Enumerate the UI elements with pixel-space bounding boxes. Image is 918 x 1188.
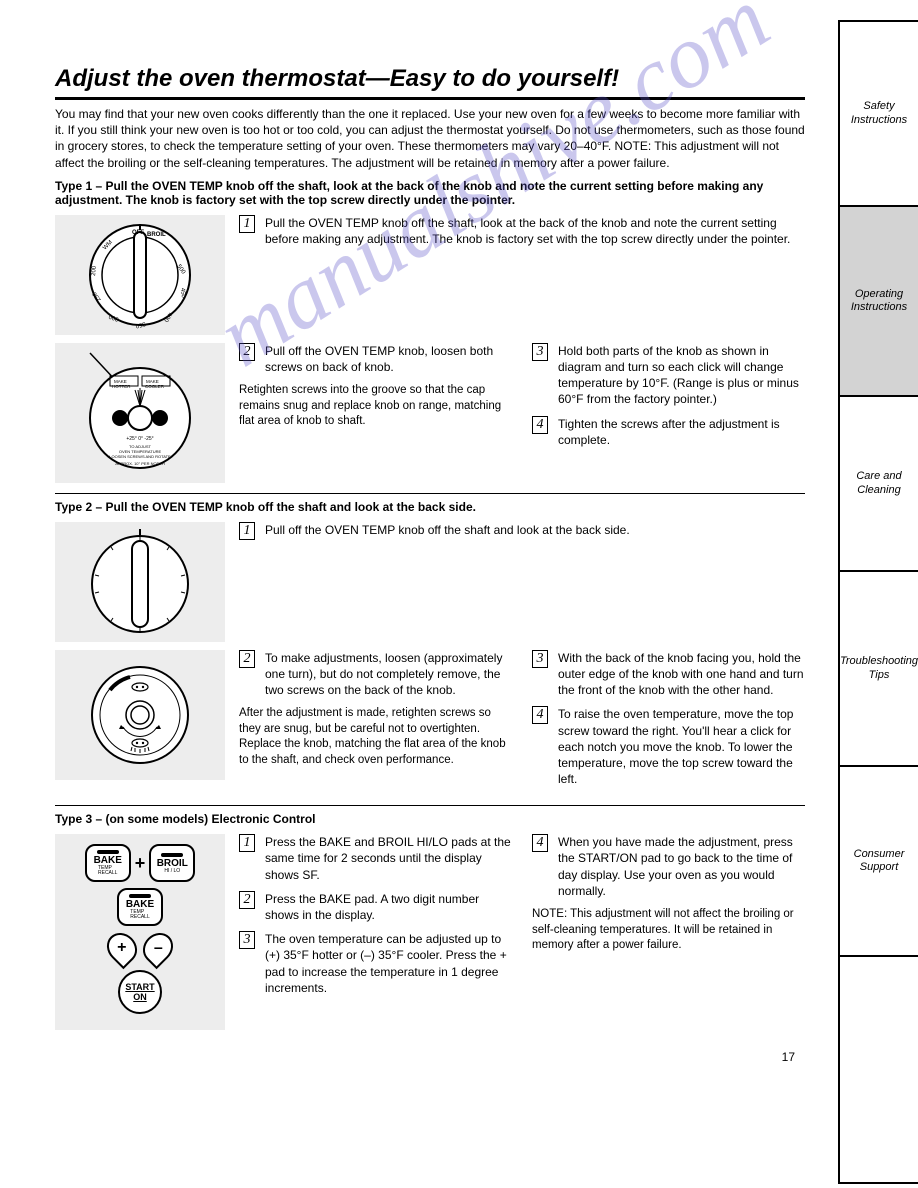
intro-paragraph: You may find that your new oven cooks di… (55, 106, 805, 171)
title-rule (55, 97, 805, 100)
sidebar-tab: Consumer Support (840, 767, 918, 957)
bake-pad-icon: BAKE TEMP RECALL (85, 844, 131, 882)
svg-text:200: 200 (91, 265, 98, 276)
section-divider (55, 805, 805, 806)
svg-text:OFF: OFF (132, 230, 144, 236)
sidebar-tab: Operating Instructions (840, 207, 918, 397)
oven-knob-front-icon: OFF BROIL 500 450 400 350 300 250 200 WM (85, 220, 195, 330)
svg-text:COOLER: COOLER (145, 384, 165, 389)
page-title: Adjust the oven thermostat—Easy to do yo… (55, 65, 805, 93)
sec2-note: After the adjustment is made, retighten … (239, 706, 512, 768)
sec2-step3: With the back of the knob facing you, ho… (558, 650, 805, 699)
step-number: 4 (532, 834, 548, 852)
knob-type2-front (55, 522, 225, 642)
sec3-note: NOTE: This adjustment will not affect th… (532, 907, 805, 954)
sidebar-tab (840, 957, 918, 1182)
step-number: 2 (239, 650, 255, 668)
bake-sublabel: TEMP RECALL (98, 866, 117, 876)
oven-knob-back-icon: MAKE HOTTER MAKE COOLER +25° 0° -25° TO … (80, 348, 200, 478)
knob-type1-back: MAKE HOTTER MAKE COOLER +25° 0° -25° TO … (55, 343, 225, 483)
step-number: 3 (532, 343, 548, 361)
sidebar-tab: Care and Cleaning (840, 397, 918, 572)
control-pads-illustration: BAKE TEMP RECALL + BROIL HI / LO BAKE TE… (55, 834, 225, 1030)
step-number: 1 (239, 215, 255, 233)
on-label: ON (133, 992, 147, 1002)
sec3-step4: When you have made the adjustment, press… (558, 834, 805, 899)
sec1-step3: Hold both parts of the knob as shown in … (558, 343, 805, 408)
broil-sublabel: HI / LO (164, 869, 180, 874)
side-tabs: Safety InstructionsOperating Instruction… (838, 20, 918, 1184)
section1-head: Type 1 – Pull the OVEN TEMP knob off the… (55, 179, 805, 207)
section3-head: Type 3 – (on some models) Electronic Con… (55, 812, 805, 826)
minus-pad-icon: – (137, 927, 179, 969)
sidebar-tab: Safety Instructions (840, 22, 918, 207)
plain-knob-front-icon (85, 527, 195, 637)
page-number: 17 (55, 1050, 805, 1064)
sec1-step2: Pull off the OVEN TEMP knob, loosen both… (265, 343, 512, 375)
section-divider (55, 493, 805, 494)
minus-glyph: – (154, 939, 163, 957)
start-label: START (125, 982, 154, 992)
step-number: 4 (532, 416, 548, 434)
plain-knob-back-icon (85, 655, 195, 775)
svg-text:APPROX. 10° PER NOTCH: APPROX. 10° PER NOTCH (115, 461, 165, 466)
sec3-step3: The oven temperature can be adjusted up … (265, 931, 512, 996)
sec3-step1: Press the BAKE and BROIL HI/LO pads at t… (265, 834, 512, 883)
start-on-pad-icon: START ON (118, 970, 162, 1014)
sec3-step2: Press the BAKE pad. A two digit number s… (265, 891, 512, 923)
broil-pad-icon: BROIL HI / LO (149, 844, 195, 882)
step-number: 3 (239, 931, 255, 949)
svg-text:+25° 0° -25°: +25° 0° -25° (126, 436, 153, 442)
step-number: 3 (532, 650, 548, 668)
sec1-note: Retighten screws into the groove so that… (239, 383, 512, 430)
step-number: 4 (532, 706, 548, 724)
svg-text:LOOSEN SCREWS AND ROTATE: LOOSEN SCREWS AND ROTATE (109, 454, 171, 459)
svg-text:BROIL: BROIL (147, 232, 166, 238)
knob-type2-back (55, 650, 225, 780)
svg-text:450: 450 (179, 287, 186, 298)
sec2-step2: To make adjustments, loosen (approximate… (265, 650, 512, 699)
sec1-step1: Pull the OVEN TEMP knob off the shaft, l… (265, 215, 805, 247)
sec2-step1: Pull off the OVEN TEMP knob off the shaf… (265, 522, 805, 540)
step-number: 2 (239, 891, 255, 909)
step-number: 1 (239, 834, 255, 852)
sidebar-tab: Troubleshooting Tips (840, 572, 918, 767)
svg-text:HOTTER: HOTTER (112, 384, 131, 389)
plus-separator: + (135, 853, 146, 874)
bake-pad-icon-2: BAKE TEMP RECALL (117, 888, 163, 926)
step-number: 1 (239, 522, 255, 540)
plus-pad-icon: + (101, 927, 143, 969)
knob-type1-front: OFF BROIL 500 450 400 350 300 250 200 WM (55, 215, 225, 335)
sec1-step4: Tighten the screws after the adjustment … (558, 416, 805, 448)
sec2-step4: To raise the oven temperature, move the … (558, 706, 805, 787)
section2-head: Type 2 – Pull the OVEN TEMP knob off the… (55, 500, 805, 514)
step-number: 2 (239, 343, 255, 361)
plus-glyph: + (117, 939, 126, 957)
bake-sublabel-2: TEMP RECALL (130, 910, 149, 920)
